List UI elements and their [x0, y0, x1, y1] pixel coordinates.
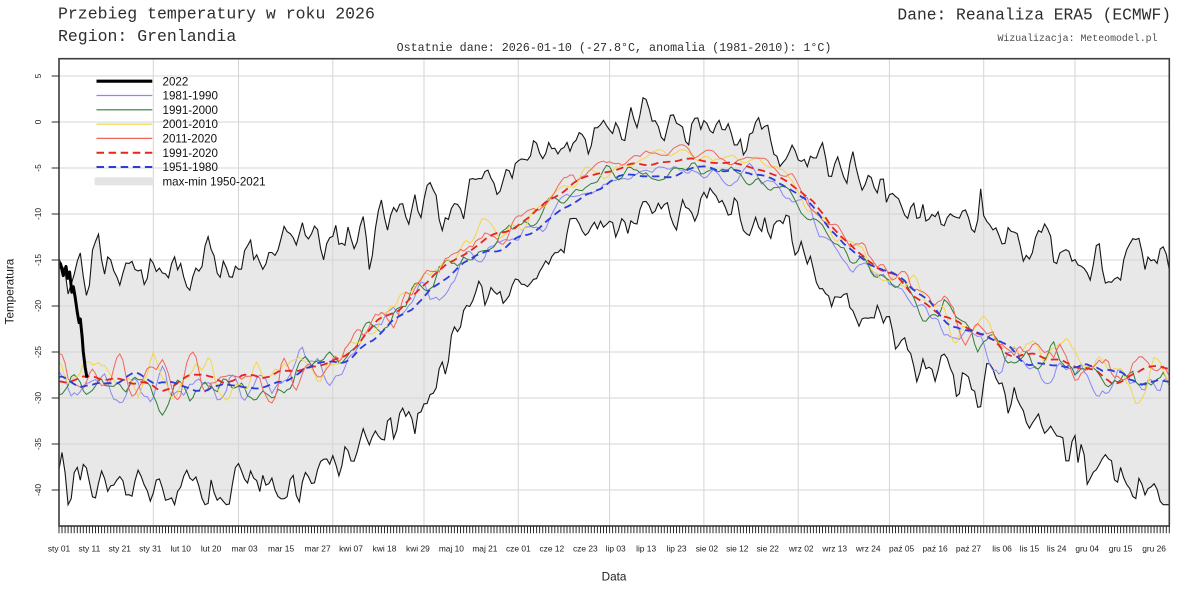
svg-text:mar 03: mar 03 — [232, 543, 258, 553]
svg-text:cze 01: cze 01 — [506, 543, 531, 553]
svg-text:-40: -40 — [33, 484, 43, 496]
svg-text:-30: -30 — [33, 392, 43, 404]
svg-text:-5: -5 — [33, 164, 43, 172]
svg-text:sty 01: sty 01 — [48, 543, 71, 553]
svg-text:sty 31: sty 31 — [139, 543, 162, 553]
svg-text:Ostatnie dane: 2026-01-10 (-27: Ostatnie dane: 2026-01-10 (-27.8°C, anom… — [397, 41, 832, 55]
svg-text:sie 02: sie 02 — [696, 543, 719, 553]
svg-text:lip 23: lip 23 — [666, 543, 686, 553]
svg-text:lut 20: lut 20 — [201, 543, 222, 553]
svg-text:maj 10: maj 10 — [439, 543, 464, 553]
svg-text:2001-2010: 2001-2010 — [163, 118, 218, 131]
svg-text:kwi 07: kwi 07 — [339, 543, 363, 553]
svg-text:1981-1990: 1981-1990 — [163, 90, 218, 103]
svg-text:sty 11: sty 11 — [79, 543, 101, 553]
svg-text:Przebieg temperatury w roku 20: Przebieg temperatury w roku 2026 — [58, 5, 375, 24]
svg-text:2011-2020: 2011-2020 — [163, 133, 218, 146]
svg-text:sie 22: sie 22 — [757, 543, 780, 553]
svg-text:paź 27: paź 27 — [956, 543, 981, 553]
svg-text:kwi 18: kwi 18 — [373, 543, 397, 553]
svg-text:sty 21: sty 21 — [109, 543, 132, 553]
svg-text:-20: -20 — [33, 300, 43, 312]
svg-text:wrz 24: wrz 24 — [855, 543, 881, 553]
svg-text:Data: Data — [602, 571, 627, 584]
svg-text:lis 24: lis 24 — [1047, 543, 1067, 553]
svg-text:lip 13: lip 13 — [636, 543, 656, 553]
svg-text:cze 23: cze 23 — [573, 543, 598, 553]
svg-text:Region: Grenlandia: Region: Grenlandia — [58, 27, 236, 46]
svg-text:mar 27: mar 27 — [305, 543, 331, 553]
svg-text:1991-2020: 1991-2020 — [163, 147, 218, 160]
svg-text:gru 26: gru 26 — [1142, 543, 1166, 553]
svg-text:gru 15: gru 15 — [1109, 543, 1133, 553]
svg-text:0: 0 — [33, 119, 43, 124]
svg-text:-10: -10 — [33, 208, 43, 220]
svg-text:gru 04: gru 04 — [1075, 543, 1099, 553]
svg-text:lis 06: lis 06 — [992, 543, 1012, 553]
svg-text:kwi 29: kwi 29 — [406, 543, 430, 553]
svg-text:-25: -25 — [33, 346, 43, 358]
svg-text:2022: 2022 — [163, 75, 189, 88]
svg-text:Wizualizacja: Meteomodel.pl: Wizualizacja: Meteomodel.pl — [997, 33, 1157, 44]
svg-text:5: 5 — [33, 73, 43, 78]
svg-text:wrz 13: wrz 13 — [821, 543, 847, 553]
svg-text:sie 12: sie 12 — [726, 543, 749, 553]
svg-text:paź 05: paź 05 — [889, 543, 914, 553]
svg-text:cze 12: cze 12 — [539, 543, 564, 553]
svg-text:max-min 1950-2021: max-min 1950-2021 — [163, 175, 266, 188]
svg-text:paź 16: paź 16 — [923, 543, 948, 553]
svg-text:mar 15: mar 15 — [268, 543, 294, 553]
svg-text:wrz 02: wrz 02 — [788, 543, 814, 553]
svg-text:lip 03: lip 03 — [606, 543, 626, 553]
svg-text:-35: -35 — [33, 438, 43, 450]
svg-text:1951-1980: 1951-1980 — [163, 161, 218, 174]
svg-text:-15: -15 — [33, 254, 43, 266]
svg-text:maj 21: maj 21 — [472, 543, 497, 553]
svg-text:Temperatura: Temperatura — [4, 258, 17, 324]
svg-text:lis 15: lis 15 — [1020, 543, 1040, 553]
svg-text:Dane: Reanaliza ERA5 (ECMWF): Dane: Reanaliza ERA5 (ECMWF) — [897, 6, 1171, 25]
svg-text:1991-2000: 1991-2000 — [163, 104, 218, 117]
svg-text:lut 10: lut 10 — [170, 543, 191, 553]
